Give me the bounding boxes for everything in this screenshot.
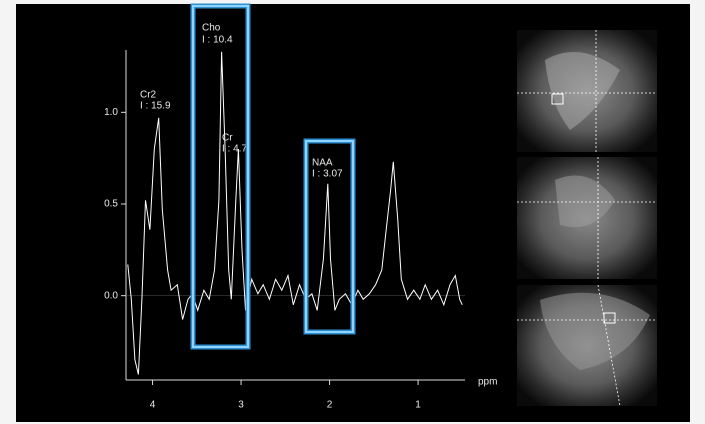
peak-label: NAA — [312, 158, 333, 169]
peak-integral: I : 3.07 — [312, 169, 343, 180]
x-tick-label: 3 — [238, 400, 244, 411]
y-tick-label: 1.0 — [104, 107, 118, 118]
x-tick-label: 2 — [327, 400, 333, 411]
mri-thumbnails — [517, 30, 657, 406]
y-tick-label: 0.5 — [104, 199, 118, 210]
y-tick-label: 0.0 — [104, 290, 118, 301]
x-tick-label: 4 — [150, 400, 156, 411]
x-tick-label: 1 — [415, 400, 421, 411]
peak-integral: I : 4.7 — [222, 144, 247, 155]
peak-label: Cr2 — [140, 90, 157, 101]
peak-integral: I : 15.9 — [140, 101, 171, 112]
peak-label: Cho — [202, 23, 221, 34]
page: {"chart_data": {"type": "line", "x": [4.… — [0, 0, 705, 424]
peak-integral: I : 10.4 — [202, 35, 233, 46]
x-axis-label: ppm — [478, 377, 497, 388]
peak-label: Cr — [222, 133, 233, 144]
screen: 0.00.51.04321 Cr2 I : 15.9 Cho I : 10.4 … — [0, 0, 705, 424]
